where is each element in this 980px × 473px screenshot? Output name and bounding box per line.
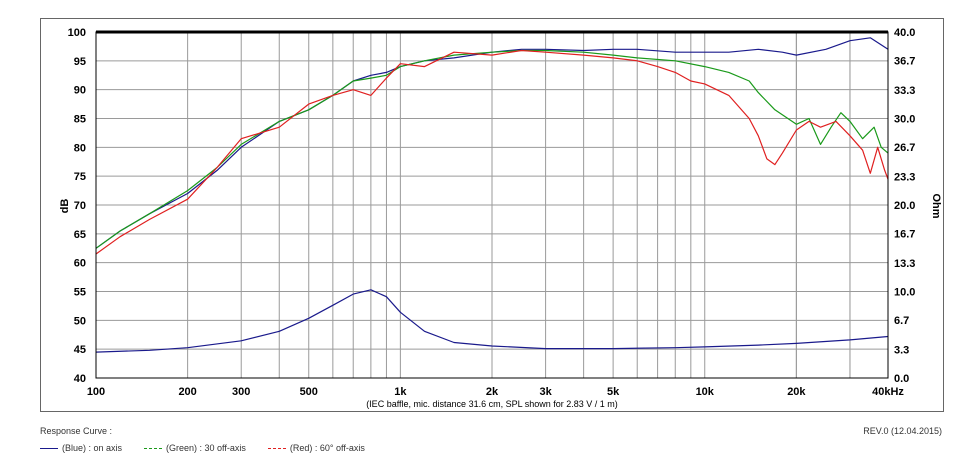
y-tick-label: 55: [74, 287, 86, 299]
y2-tick-label: 16.7: [894, 229, 915, 241]
legend-label-blue: (Blue) : on axis: [62, 443, 123, 453]
y2-tick-label: 6.7: [894, 315, 909, 327]
series-line-2: [95, 49, 889, 255]
y-tick-label: 70: [74, 200, 86, 212]
y-tick-label: 40: [74, 373, 86, 385]
y2-tick-label: 3.3: [894, 344, 909, 356]
series-lines: [95, 37, 889, 353]
x-tick-label: 5k: [607, 386, 620, 398]
y-tick-label: 85: [74, 114, 86, 126]
x-tick-label: 2k: [486, 386, 499, 398]
y2-tick-label: 13.3: [894, 258, 915, 270]
x-tick-label: 10k: [696, 386, 715, 398]
x-tick-labels: 100 200 300 500 1k 2k 3k 5k 10k 20k 40kHz: [87, 386, 905, 398]
y-tick-label: 60: [74, 258, 86, 270]
x-tick-label: 100: [87, 386, 105, 398]
x-tick-label: 3k: [539, 386, 552, 398]
x-axis-note: (IEC baffle, mic. distance 31.6 cm, SPL …: [366, 399, 618, 409]
x-tick-label: 1k: [394, 386, 407, 398]
y-tick-label: 45: [74, 344, 86, 356]
y2-tick-label: 10.0: [894, 287, 915, 299]
x-tick-label: 200: [178, 386, 196, 398]
y2-axis-label: Ohm: [930, 193, 942, 218]
x-tick-label: 300: [232, 386, 250, 398]
series-line-1: [95, 49, 889, 249]
impedance-curve: [95, 289, 889, 353]
legend-swatch-red: [267, 447, 286, 449]
legend-item-red: (Red) : 60° off-axis: [267, 443, 365, 453]
y2-tick-label: 20.0: [894, 200, 915, 212]
y-tick-label: 75: [74, 171, 86, 183]
y-tick-label: 90: [74, 85, 86, 97]
legend-swatch-blue: [40, 447, 58, 449]
chart-frame: [40, 18, 944, 412]
legend-swatch-green: [144, 447, 163, 449]
y-axis-label: dB: [59, 199, 71, 214]
x-tick-label: 20k: [787, 386, 806, 398]
y-tick-label: 95: [74, 56, 86, 68]
legend-label-red: (Red) : 60° off-axis: [289, 443, 365, 453]
legend: (Blue) : on axis (Green) : 30 off-axis (…: [40, 443, 365, 453]
x-tick-label: 40kHz: [872, 386, 904, 398]
y2-tick-label: 26.7: [894, 142, 915, 154]
y-tick-label: 80: [74, 142, 86, 154]
plot-border: [95, 31, 889, 379]
y2-tick-labels: 0.0 3.3 6.7 10.0 13.3 16.7 20.0 23.3 26.7 30.0 33.…: [894, 27, 915, 385]
y2-tick-label: 36.7: [894, 56, 915, 68]
y-tick-label: 65: [74, 229, 86, 241]
legend-item-blue: (Blue) : on axis: [40, 443, 122, 453]
legend-label-green: (Green) : 30 off-axis: [166, 443, 246, 453]
y2-tick-label: 23.3: [894, 171, 915, 183]
y-tick-label: 100: [68, 27, 86, 39]
y2-tick-label: 0.0: [894, 373, 909, 385]
y-tick-labels: 40 45 50 55 60 65 70 75 80 85 90 95 100: [68, 27, 86, 385]
y2-tick-label: 33.3: [894, 85, 915, 97]
y2-tick-label: 40.0: [894, 27, 915, 39]
revision-label: REV.0 (12.04.2015): [863, 426, 942, 436]
y-tick-label: 50: [74, 315, 86, 327]
y2-tick-label: 30.0: [894, 114, 915, 126]
frequency-response-chart: 100 200 300 500 1k 2k 3k 5k 10k 20k 40kHz 40 45 50 55…: [59, 27, 942, 409]
legend-item-green: (Green) : 30 off-axis: [144, 443, 246, 453]
x-tick-label: 500: [300, 386, 318, 398]
legend-title: Response Curve :: [40, 426, 113, 436]
